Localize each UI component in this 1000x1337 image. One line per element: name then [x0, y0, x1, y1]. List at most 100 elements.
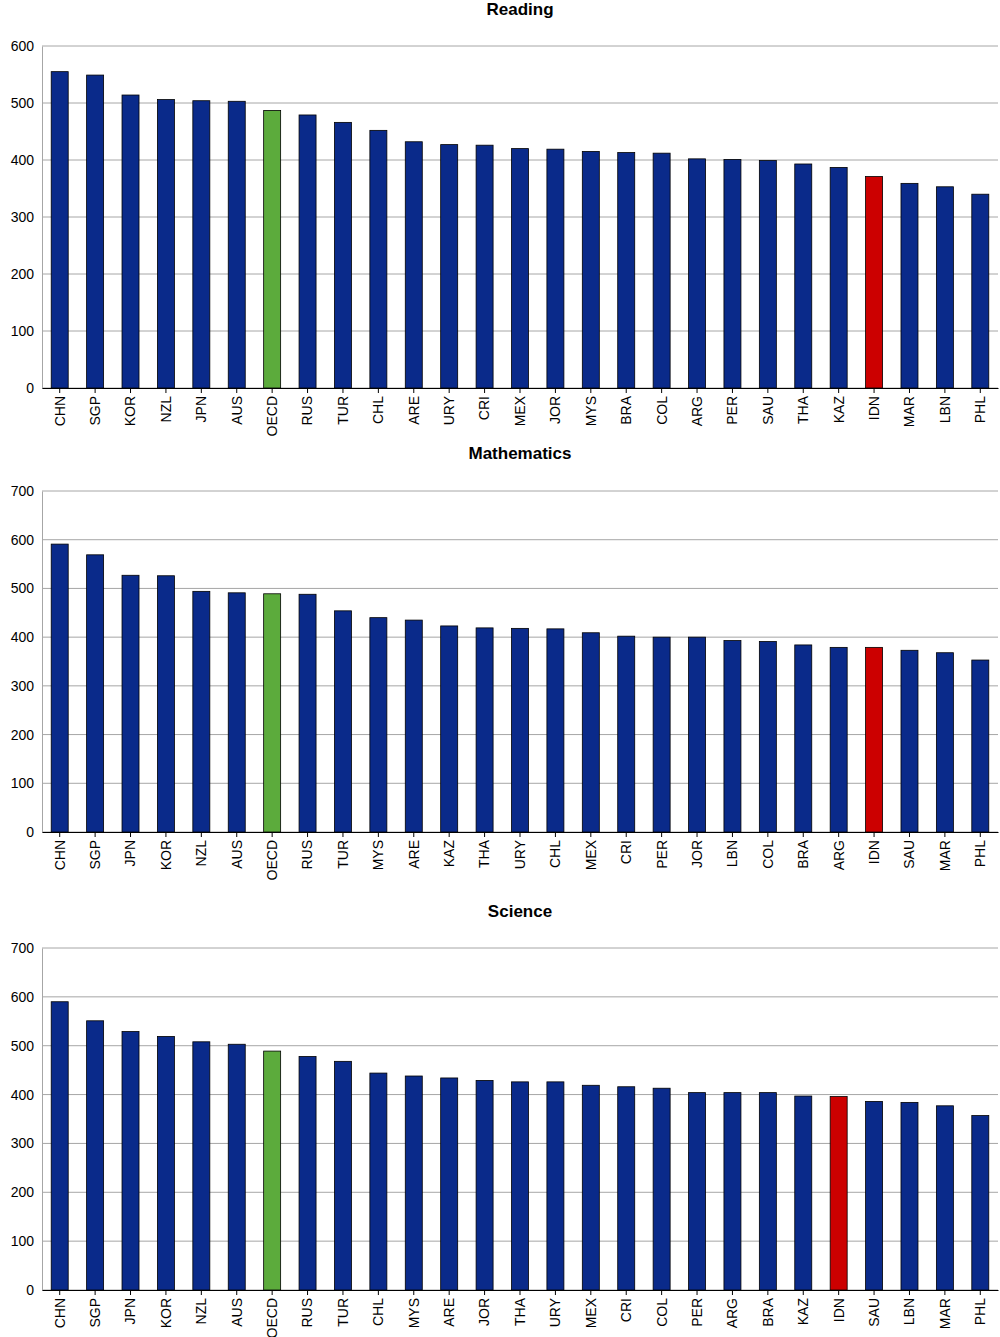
x-tick: RUS — [299, 832, 315, 870]
x-tick-label: CHN — [52, 1298, 68, 1328]
x-tick-mark — [165, 388, 166, 393]
bar — [193, 101, 210, 388]
bar — [122, 95, 139, 388]
y-tick-label: 200 — [11, 266, 35, 282]
x-tick: KOR — [158, 1290, 174, 1328]
x-tick-label: MEX — [512, 395, 528, 426]
x-tick-mark — [767, 1290, 768, 1295]
x-tick-mark — [626, 832, 627, 837]
x-tick-mark — [944, 1290, 945, 1295]
x-tick-mark — [272, 388, 273, 393]
x-tick: URY — [547, 1290, 563, 1327]
x-tick-label: NZL — [158, 396, 174, 423]
x-tick: PHL — [972, 388, 988, 423]
y-tick: 500 — [11, 580, 42, 596]
x-tick-label: URY — [547, 1297, 563, 1327]
x-tick-label: IDN — [866, 396, 882, 420]
x-tick-mark — [201, 832, 202, 837]
x-tick: ARG — [831, 832, 847, 870]
x-tick-mark — [449, 388, 450, 393]
bar — [228, 593, 245, 832]
y-tick: 300 — [11, 209, 42, 225]
bar — [405, 142, 422, 388]
y-axis-line — [42, 492, 43, 833]
bar — [193, 1042, 210, 1290]
x-tick-label: MYS — [370, 840, 386, 870]
bar — [724, 1093, 741, 1290]
x-tick-mark — [520, 1290, 521, 1295]
x-tick-label: THA — [512, 1297, 528, 1326]
x-tick-label: JOR — [476, 1298, 492, 1326]
x-tick-label: ARE — [406, 396, 422, 425]
x-tick: SGP — [87, 388, 103, 426]
x-tick-label: MYS — [406, 1298, 422, 1328]
x-tick-mark — [626, 388, 627, 393]
bar — [87, 1021, 104, 1290]
x-tick: RUS — [299, 388, 315, 426]
x-tick: ARG — [724, 1290, 740, 1328]
x-tick-label: RUS — [299, 1298, 315, 1328]
x-tick-mark — [59, 1290, 60, 1295]
x-axis: CHNSGPKORNZLJPNAUSOECDRUSTURCHLAREURYCRI… — [43, 388, 999, 436]
x-tick: JPN — [122, 1290, 138, 1324]
x-tick: SGP — [87, 1290, 103, 1328]
x-tick-mark — [378, 832, 379, 837]
y-tick-label: 600 — [11, 989, 35, 1005]
panel: Mathematics0100200300400500600700CHNSGPJ… — [11, 444, 999, 880]
x-tick: KAZ — [795, 1290, 811, 1325]
x-tick-mark — [874, 388, 875, 393]
bar — [653, 1088, 670, 1290]
y-tick: 200 — [11, 727, 42, 743]
bar — [653, 637, 670, 832]
x-tick-mark — [307, 388, 308, 393]
y-axis-line — [42, 47, 43, 389]
bar — [547, 149, 564, 388]
panel: Reading0100200300400500600CHNSGPKORNZLJP… — [11, 0, 999, 436]
x-tick: ARG — [689, 388, 705, 426]
y-tick: 0 — [26, 824, 42, 840]
bar — [370, 130, 387, 388]
x-tick: TUR — [335, 832, 351, 869]
x-tick: THA — [795, 388, 811, 424]
x-tick-mark — [342, 832, 343, 837]
bar — [689, 159, 706, 388]
y-tick: 600 — [11, 532, 42, 548]
bar — [476, 1080, 493, 1290]
x-tick-label: CHN — [52, 396, 68, 426]
y-tick-label: 0 — [26, 824, 34, 840]
bar — [759, 161, 776, 388]
bar — [582, 151, 599, 388]
bar — [936, 1106, 953, 1290]
y-tick-label: 300 — [11, 1135, 35, 1151]
y-tick: 300 — [11, 678, 42, 694]
x-tick: PHL — [972, 1290, 988, 1325]
x-tick: MYS — [370, 832, 386, 870]
y-tick-label: 400 — [11, 1087, 35, 1103]
x-tick-mark — [130, 832, 131, 837]
grid-line — [42, 46, 998, 47]
x-tick: MYS — [583, 388, 599, 426]
x-tick-mark — [95, 1290, 96, 1295]
title: Science — [488, 902, 552, 921]
x-tick-mark — [732, 1290, 733, 1295]
x-tick-mark — [767, 388, 768, 393]
y-tick: 200 — [11, 1184, 42, 1200]
x-tick-mark — [272, 832, 273, 837]
x-tick-mark — [413, 1290, 414, 1295]
grid-line — [42, 103, 998, 104]
x-tick-mark — [590, 832, 591, 837]
bar — [866, 177, 883, 388]
x-tick: RUS — [299, 1290, 315, 1328]
bar — [759, 1093, 776, 1290]
y-tick-label: 400 — [11, 629, 35, 645]
x-tick: COL — [654, 1290, 670, 1327]
x-tick-mark — [980, 832, 981, 837]
bar — [370, 618, 387, 832]
x-tick-label: CRI — [618, 840, 634, 864]
x-tick: SGP — [87, 832, 103, 870]
y-tick-label: 200 — [11, 1184, 35, 1200]
bar — [618, 153, 635, 388]
x-tick-label: OECD — [264, 840, 280, 880]
x-tick-label: PER — [724, 396, 740, 425]
x-tick-label: CRI — [618, 1298, 634, 1322]
